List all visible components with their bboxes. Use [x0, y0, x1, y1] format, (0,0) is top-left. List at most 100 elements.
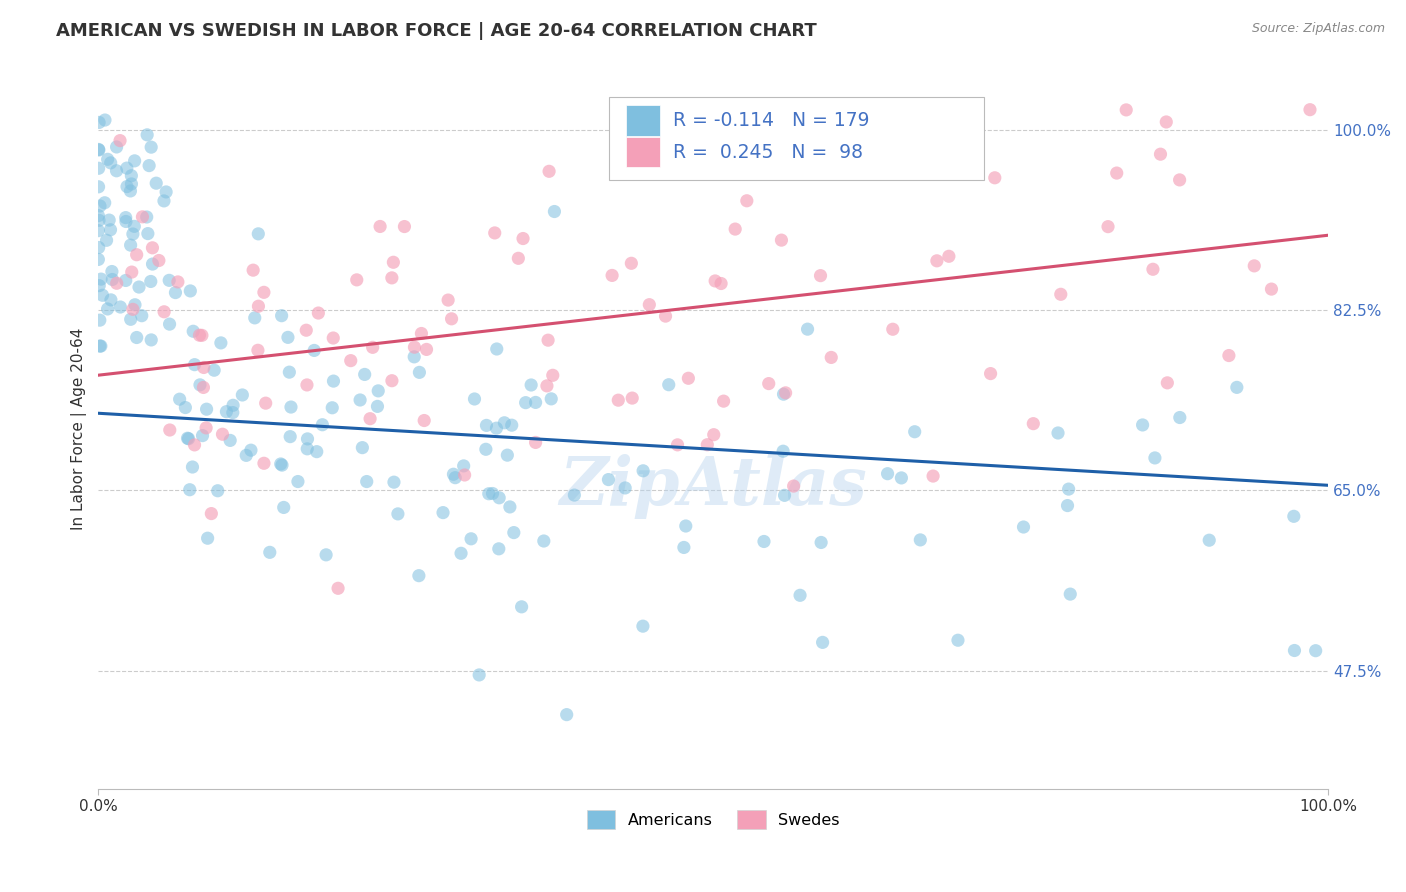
Point: [278, 430, 301, 444]
Point: [352, 441, 374, 455]
Point: [524, 435, 547, 450]
Point: [124, 298, 146, 312]
Point: [408, 365, 430, 379]
Point: [193, 360, 215, 375]
Point: [381, 374, 404, 388]
Point: [271, 458, 294, 472]
Point: [367, 384, 389, 398]
Point: [810, 535, 832, 549]
Point: [359, 411, 381, 425]
Point: [408, 568, 430, 582]
Point: [96, 233, 118, 247]
Point: [463, 392, 485, 406]
Point: [1168, 173, 1191, 187]
Point: [193, 380, 215, 394]
Point: [273, 500, 295, 515]
Point: [1057, 482, 1080, 496]
Point: [101, 264, 124, 278]
Point: [100, 293, 122, 307]
Point: [141, 241, 163, 255]
Point: [1097, 219, 1119, 234]
Point: [814, 115, 837, 129]
Point: [91, 288, 114, 302]
Point: [215, 404, 238, 418]
Point: [1218, 349, 1240, 363]
Point: [120, 177, 142, 191]
Point: [200, 507, 222, 521]
Point: [543, 204, 565, 219]
Point: [167, 275, 190, 289]
Point: [181, 324, 204, 338]
Point: [89, 199, 111, 213]
Point: [1299, 103, 1322, 117]
Point: [253, 456, 276, 470]
Point: [278, 365, 301, 379]
Point: [141, 333, 163, 347]
Point: [120, 238, 142, 252]
Point: [440, 311, 463, 326]
Point: [600, 268, 623, 283]
Point: [87, 224, 110, 238]
Point: [773, 488, 796, 502]
Point: [654, 309, 676, 323]
Point: [1168, 410, 1191, 425]
Point: [678, 371, 700, 385]
Point: [94, 113, 117, 128]
Point: [159, 317, 181, 331]
Point: [450, 546, 472, 560]
Point: [413, 413, 436, 427]
Point: [524, 395, 547, 409]
Point: [1105, 166, 1128, 180]
Point: [87, 161, 110, 176]
Point: [811, 635, 834, 649]
Point: [890, 471, 912, 485]
Point: [138, 159, 160, 173]
Point: [120, 312, 142, 326]
Point: [254, 396, 277, 410]
Point: [366, 400, 388, 414]
Point: [658, 377, 681, 392]
Point: [202, 363, 225, 377]
Point: [1115, 103, 1137, 117]
Point: [1149, 147, 1171, 161]
Point: [246, 343, 269, 358]
Point: [696, 438, 718, 452]
Point: [128, 280, 150, 294]
Bar: [626, 105, 661, 136]
Point: [93, 195, 115, 210]
Point: [124, 219, 146, 234]
Point: [191, 328, 214, 343]
Point: [157, 273, 180, 287]
Point: [242, 263, 264, 277]
Point: [87, 209, 110, 223]
Point: [475, 442, 498, 457]
Point: [1049, 287, 1071, 301]
Point: [115, 161, 138, 175]
Point: [207, 483, 229, 498]
Point: [713, 394, 735, 409]
Point: [382, 255, 405, 269]
Point: [136, 227, 159, 241]
Point: [176, 431, 198, 445]
Point: [239, 443, 262, 458]
Point: [125, 330, 148, 344]
Point: [191, 428, 214, 442]
Point: [666, 438, 689, 452]
Point: [90, 339, 112, 353]
Point: [703, 427, 725, 442]
Point: [710, 277, 733, 291]
Point: [382, 475, 405, 490]
Point: [97, 301, 120, 316]
Point: [520, 378, 543, 392]
Point: [90, 272, 112, 286]
Point: [295, 378, 318, 392]
Point: [488, 541, 510, 556]
Point: [179, 284, 201, 298]
Point: [321, 401, 343, 415]
Point: [512, 231, 534, 245]
Point: [115, 179, 138, 194]
Point: [361, 340, 384, 354]
Point: [87, 252, 110, 267]
Point: [141, 257, 163, 271]
Point: [910, 533, 932, 547]
